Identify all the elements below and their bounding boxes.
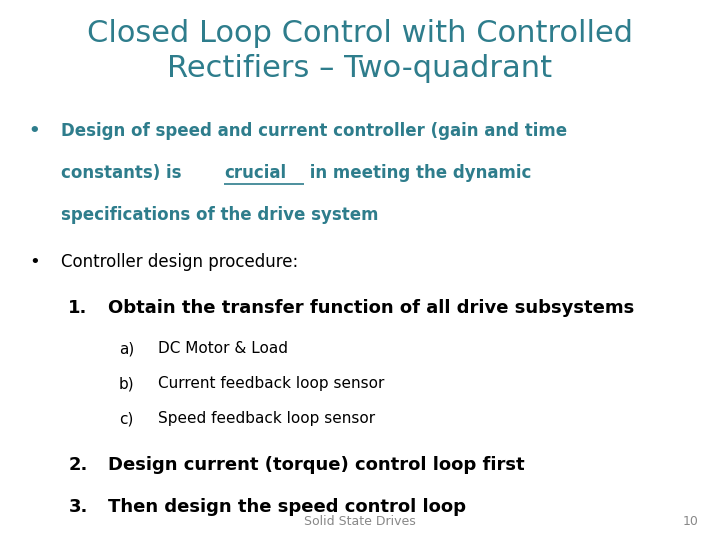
Text: Design current (torque) control loop first: Design current (torque) control loop fir…	[108, 456, 525, 474]
Text: 2.: 2.	[68, 456, 88, 474]
Text: 1.: 1.	[68, 299, 88, 317]
Text: Current feedback loop sensor: Current feedback loop sensor	[158, 376, 384, 392]
Text: constants) is: constants) is	[61, 164, 187, 181]
Text: Then design the speed control loop: Then design the speed control loop	[108, 498, 466, 516]
Text: 3.: 3.	[68, 498, 88, 516]
Text: •: •	[29, 253, 40, 271]
Text: specifications of the drive system: specifications of the drive system	[61, 206, 379, 224]
Text: Closed Loop Control with Controlled: Closed Loop Control with Controlled	[87, 19, 633, 48]
Text: in meeting the dynamic: in meeting the dynamic	[305, 164, 531, 181]
Text: •: •	[29, 122, 40, 139]
Text: c): c)	[119, 411, 133, 427]
Text: DC Motor & Load: DC Motor & Load	[158, 341, 289, 356]
Text: 10: 10	[683, 515, 698, 528]
Text: Rectifiers – Two-quadrant: Rectifiers – Two-quadrant	[168, 54, 552, 83]
Text: Obtain the transfer function of all drive subsystems: Obtain the transfer function of all driv…	[108, 299, 634, 317]
Text: Design of speed and current controller (gain and time: Design of speed and current controller (…	[61, 122, 567, 139]
Text: a): a)	[119, 341, 134, 356]
Text: crucial: crucial	[224, 164, 287, 181]
Text: Solid State Drives: Solid State Drives	[304, 515, 416, 528]
Text: Speed feedback loop sensor: Speed feedback loop sensor	[158, 411, 376, 427]
Text: Controller design procedure:: Controller design procedure:	[61, 253, 299, 271]
Text: b): b)	[119, 376, 135, 392]
